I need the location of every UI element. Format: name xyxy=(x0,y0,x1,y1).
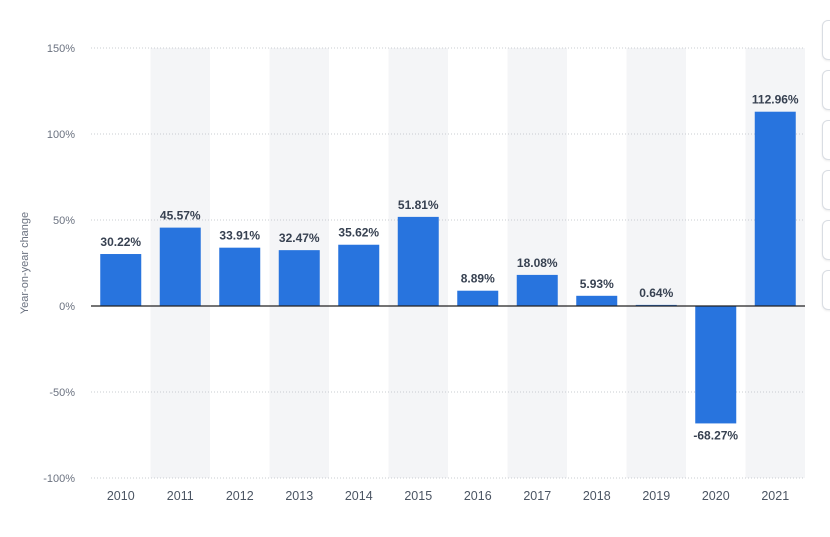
bar-2014[interactable] xyxy=(338,244,380,306)
y-tick-label: -100% xyxy=(43,473,75,485)
bar-2015[interactable] xyxy=(397,216,439,306)
data-label-2016: 8.89% xyxy=(461,272,495,286)
y-axis-title: Year-on-year change xyxy=(19,212,31,314)
data-label-2010: 30.22% xyxy=(100,235,141,249)
data-label-2015: 51.81% xyxy=(398,198,439,212)
side-tab[interactable] xyxy=(822,170,830,210)
data-label-2018: 5.93% xyxy=(580,277,614,291)
data-label-2021: 112.96% xyxy=(752,93,799,107)
side-tab[interactable] xyxy=(822,270,830,310)
bars xyxy=(100,111,796,424)
gridlines xyxy=(91,47,805,479)
bar-2018[interactable] xyxy=(576,295,618,306)
bar-2021[interactable] xyxy=(754,111,796,306)
x-tick-label-2014: 2014 xyxy=(345,489,373,503)
data-label-2014: 35.62% xyxy=(338,226,379,240)
y-tick-label: -50% xyxy=(49,387,75,399)
band-2017 xyxy=(507,48,567,478)
data-label-2011: 45.57% xyxy=(160,209,201,223)
x-tick-label-2020: 2020 xyxy=(702,489,730,503)
x-tick-label-2016: 2016 xyxy=(464,489,492,503)
bar-2010[interactable] xyxy=(100,254,142,306)
x-tick-label-2019: 2019 xyxy=(642,489,670,503)
data-label-2013: 32.47% xyxy=(279,231,320,245)
bar-2013[interactable] xyxy=(278,250,320,306)
x-tick-label-2013: 2013 xyxy=(285,489,313,503)
y-tick-label: 150% xyxy=(47,43,75,55)
bar-2012[interactable] xyxy=(219,247,261,306)
data-label-2020: -68.27% xyxy=(693,428,738,442)
data-label-2019: 0.64% xyxy=(639,286,673,300)
y-tick-labels: 150% 100% 50% 0% -50% -100% xyxy=(43,43,75,485)
y-tick-label: 50% xyxy=(53,215,75,227)
x-tick-label-2015: 2015 xyxy=(404,489,432,503)
bar-2011[interactable] xyxy=(159,227,201,306)
x-tick-label-2018: 2018 xyxy=(583,489,611,503)
x-tick-label-2010: 2010 xyxy=(107,489,135,503)
data-label-2017: 18.08% xyxy=(517,256,558,270)
y-tick-label: 100% xyxy=(47,129,75,141)
x-tick-labels: 2010 2011 2012 2013 2014 2015 2016 2017 2018 2019… xyxy=(107,489,789,503)
y-tick-label: 0% xyxy=(59,301,75,313)
data-labels: 30.22% 45.57% 33.91% 32.47% 35.62% 51.81% 8.89… xyxy=(100,93,799,443)
side-tab[interactable] xyxy=(822,220,830,260)
x-tick-label-2017: 2017 xyxy=(523,489,551,503)
side-tab[interactable] xyxy=(822,70,830,110)
side-tab[interactable] xyxy=(822,120,830,160)
bar-2016[interactable] xyxy=(457,290,499,306)
x-tick-label-2011: 2011 xyxy=(167,489,194,503)
band-2019 xyxy=(626,48,686,478)
bar-2017[interactable] xyxy=(516,274,558,306)
x-tick-label-2021: 2021 xyxy=(761,489,789,503)
x-tick-label-2012: 2012 xyxy=(226,489,254,503)
side-tab[interactable] xyxy=(822,20,830,60)
data-label-2012: 33.91% xyxy=(219,229,260,243)
bar-2020[interactable] xyxy=(695,306,737,424)
